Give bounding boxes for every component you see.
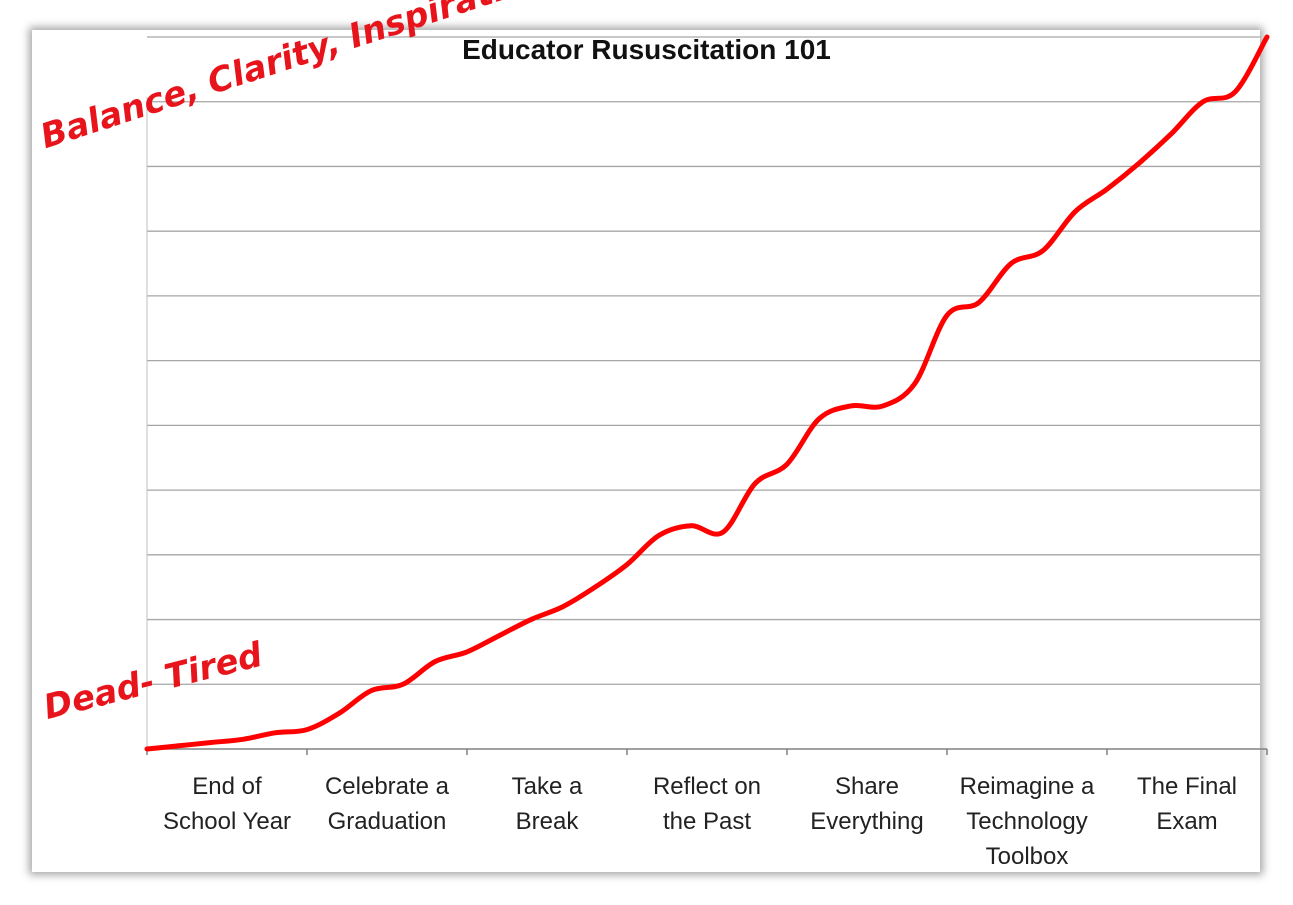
x-tick-label: Reflect on the Past bbox=[652, 773, 762, 835]
x-tick-label: Reimagine a Technology Toolbox bbox=[959, 773, 1095, 870]
series-line bbox=[144, 34, 1270, 752]
series-lines bbox=[144, 34, 1270, 752]
chart-title: Educator Rususcitation 101 bbox=[462, 34, 831, 65]
x-tick-label: Share Everything bbox=[810, 773, 924, 835]
chart-frame bbox=[32, 30, 1260, 872]
x-tick-label: Take a Break bbox=[511, 773, 583, 835]
x-tick-label: End of School Year bbox=[162, 773, 292, 835]
x-tick-label: Celebrate a Graduation bbox=[324, 773, 450, 835]
gridlines bbox=[146, 36, 1260, 749]
x-tick-label: The Final Exam bbox=[1136, 773, 1238, 835]
x-axis bbox=[146, 748, 1268, 755]
